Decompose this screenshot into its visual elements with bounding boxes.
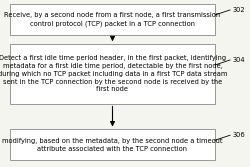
Text: 306: 306 xyxy=(232,132,245,138)
Text: modifying, based on the metadata, by the second node a timeout
attribute associa: modifying, based on the metadata, by the… xyxy=(2,138,223,152)
FancyBboxPatch shape xyxy=(10,4,215,35)
Text: 302: 302 xyxy=(232,7,245,13)
Text: Detect a first idle time period header, in the first packet, identifying
metadat: Detect a first idle time period header, … xyxy=(0,55,227,92)
Text: Receive, by a second node from a first node, a first transmission
control protoc: Receive, by a second node from a first n… xyxy=(4,13,220,27)
FancyBboxPatch shape xyxy=(10,129,215,160)
Text: 304: 304 xyxy=(232,57,245,63)
FancyBboxPatch shape xyxy=(10,44,215,104)
